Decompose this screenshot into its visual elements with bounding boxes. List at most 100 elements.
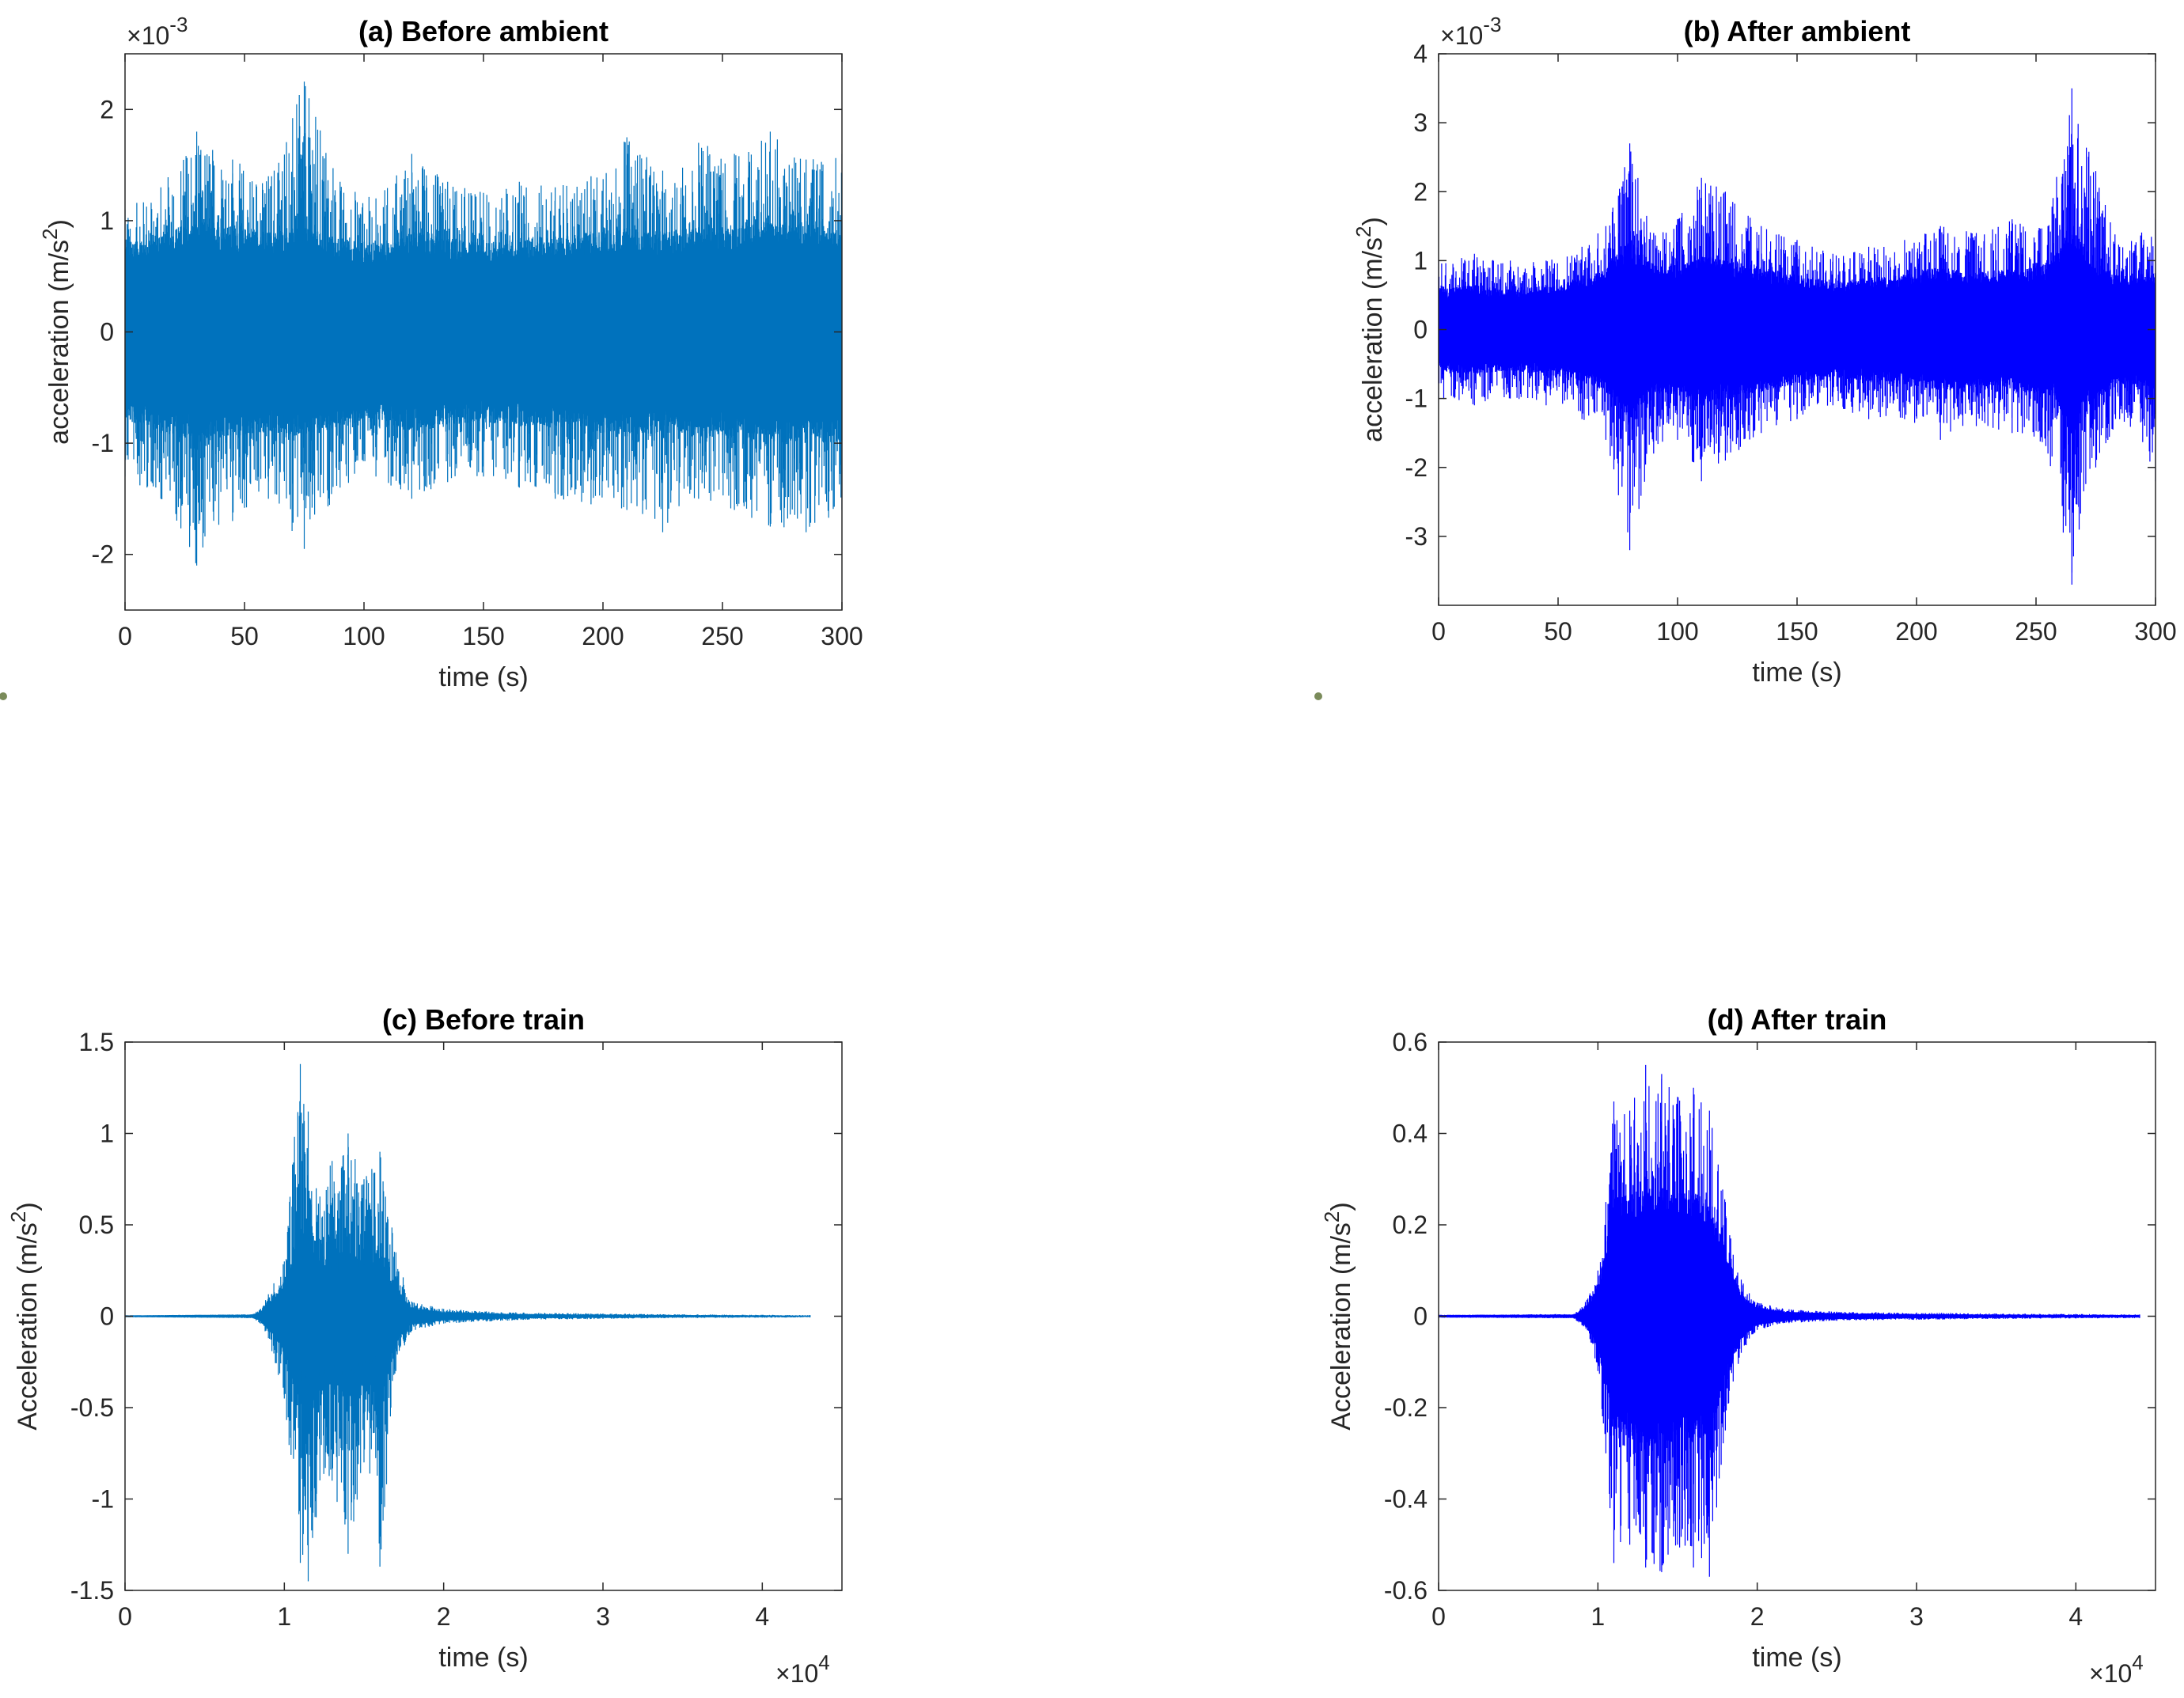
x-tick-label: 0 — [118, 622, 132, 650]
y-axis-label: acceleration (m/s2) — [1352, 217, 1388, 442]
x-tick-label: 200 — [1895, 617, 1937, 646]
y-tick-label: -1 — [1405, 385, 1428, 413]
y-tick-label: -3 — [1405, 522, 1428, 551]
x-tick-label: 300 — [821, 622, 863, 650]
y-tick-label: -0.2 — [1384, 1393, 1428, 1422]
y-tick-label: -0.4 — [1384, 1485, 1428, 1514]
y-tick-label: 2 — [1413, 177, 1428, 206]
x-tick-label: 100 — [1656, 617, 1698, 646]
y-tick-label: 0.5 — [79, 1211, 114, 1239]
series-core-c — [125, 1245, 811, 1387]
x-tick-label: 50 — [230, 622, 259, 650]
series-core-d — [1439, 1188, 2140, 1444]
y-axis-label-main: Acceleration (m/s — [1326, 1222, 1356, 1431]
y-tick-label: 1 — [1413, 246, 1428, 275]
chart-a: 0 50 100 150 200 250 300 -2 -1 0 1 2 (a) Before ambi… — [38, 13, 863, 692]
axis-exponent: ×10-3 — [1440, 13, 1501, 50]
x-tick-label: 250 — [2015, 617, 2057, 646]
axis-exponent: ×10-3 — [127, 13, 188, 50]
x-tick-label: 250 — [701, 622, 743, 650]
y-tick-label: 0.2 — [1393, 1211, 1428, 1239]
chart-b: 0 50 100 150 200 250 300 -3 -2 -1 0 1 2 3 4 (b) After a… — [1352, 13, 2177, 688]
y-axis-label-end: ) — [1358, 217, 1388, 226]
y-axis-label-main: acceleration (m/s — [44, 240, 74, 445]
series-core-a — [125, 221, 842, 444]
y-axis-label-main: acceleration (m/s — [1358, 237, 1388, 442]
x-axis-label: time (s) — [1752, 658, 1841, 688]
x-tick-label: 4 — [755, 1602, 769, 1631]
x-tick-label: 300 — [2134, 617, 2176, 646]
y-tick-label: 3 — [1413, 108, 1428, 137]
y-axis-label-end: ) — [1326, 1202, 1356, 1211]
x-tick-label: 1 — [1591, 1602, 1605, 1631]
chart-title: (b) After ambient — [1684, 15, 1911, 47]
y-axis-label: Acceleration (m/s2) — [6, 1202, 43, 1430]
axis-exponent-base: ×10 — [2089, 1659, 2132, 1688]
marker-dot-right — [1314, 692, 1322, 700]
axis-exponent-power: 4 — [818, 1651, 829, 1674]
chart-c: 0 1 2 3 4 -1.5 -1 -0.5 0 0.5 1 1.5 (c) Before train t… — [6, 1003, 843, 1688]
chart-title: (c) Before train — [382, 1003, 585, 1036]
series-line-c — [125, 1063, 811, 1582]
axis-exponent: ×104 — [775, 1651, 830, 1688]
y-tick-label: 1 — [100, 207, 114, 235]
x-axis-label: time (s) — [1752, 1643, 1841, 1673]
y-axis-label-end: ) — [44, 219, 74, 228]
y-tick-label: 1.5 — [79, 1028, 114, 1056]
x-tick-label: 0 — [1431, 617, 1446, 646]
axis-exponent-power: -3 — [169, 13, 188, 36]
y-tick-label: -1.5 — [70, 1576, 114, 1605]
x-tick-label: 150 — [462, 622, 504, 650]
y-axis-label-sup: 2 — [38, 228, 62, 239]
y-tick-label: -0.6 — [1384, 1576, 1428, 1605]
x-tick-label: 3 — [1909, 1602, 1924, 1631]
x-tick-label: 2 — [437, 1602, 451, 1631]
axis-exponent-power: -3 — [1483, 13, 1501, 36]
x-axis-label: time (s) — [438, 1643, 528, 1673]
x-tick-label: 3 — [596, 1602, 610, 1631]
x-tick-label: 2 — [1750, 1602, 1765, 1631]
y-tick-label: 0.6 — [1393, 1028, 1428, 1056]
y-tick-label: 0 — [100, 318, 114, 347]
y-tick-label: -0.5 — [70, 1393, 114, 1422]
y-axis-label-sup: 2 — [6, 1211, 30, 1222]
y-tick-label: -2 — [1405, 453, 1428, 482]
x-tick-label: 0 — [1431, 1602, 1446, 1631]
y-tick-label: 0 — [1413, 1302, 1428, 1331]
y-tick-label: 0.4 — [1393, 1120, 1428, 1148]
series-line-a — [125, 81, 842, 566]
y-tick-label: 0 — [100, 1302, 114, 1331]
y-tick-label: -1 — [92, 1485, 114, 1514]
series-line-d — [1439, 1064, 2140, 1577]
marker-dot-left — [0, 692, 7, 700]
y-tick-label: 0 — [1413, 316, 1428, 344]
chart-d: 0 1 2 3 4 -0.6 -0.4 -0.2 0 0.2 0.4 0.6 (d) After tra… — [1320, 1003, 2156, 1688]
axis-exponent: ×104 — [2089, 1651, 2144, 1688]
y-axis-label: acceleration (m/s2) — [38, 219, 74, 445]
x-axis-label: time (s) — [438, 662, 528, 692]
y-axis-label-sup: 2 — [1352, 226, 1375, 237]
y-tick-label: 4 — [1413, 40, 1428, 68]
x-tick-label: 4 — [2068, 1602, 2083, 1631]
y-tick-label: 2 — [100, 95, 114, 123]
axis-exponent-base: ×10 — [127, 21, 169, 50]
series-line-b — [1439, 88, 2156, 585]
y-axis-label-end: ) — [13, 1202, 43, 1211]
y-tick-label: -2 — [92, 540, 114, 569]
y-axis-label-sup: 2 — [1320, 1211, 1344, 1222]
axis-exponent-base: ×10 — [1440, 21, 1483, 50]
chart-title: (d) After train — [1708, 1003, 1887, 1036]
axis-exponent-power: 4 — [2132, 1651, 2143, 1674]
x-tick-label: 100 — [343, 622, 385, 650]
x-tick-label: 0 — [118, 1602, 132, 1631]
x-tick-label: 200 — [582, 622, 624, 650]
x-tick-label: 50 — [1544, 617, 1572, 646]
y-tick-label: -1 — [92, 429, 114, 457]
axis-exponent-base: ×10 — [775, 1659, 818, 1688]
x-tick-label: 1 — [277, 1602, 291, 1631]
y-axis-label: Acceleration (m/s2) — [1320, 1202, 1356, 1430]
chart-title: (a) Before ambient — [358, 15, 609, 47]
series-core-b — [1439, 242, 2156, 416]
y-tick-label: 1 — [100, 1120, 114, 1148]
